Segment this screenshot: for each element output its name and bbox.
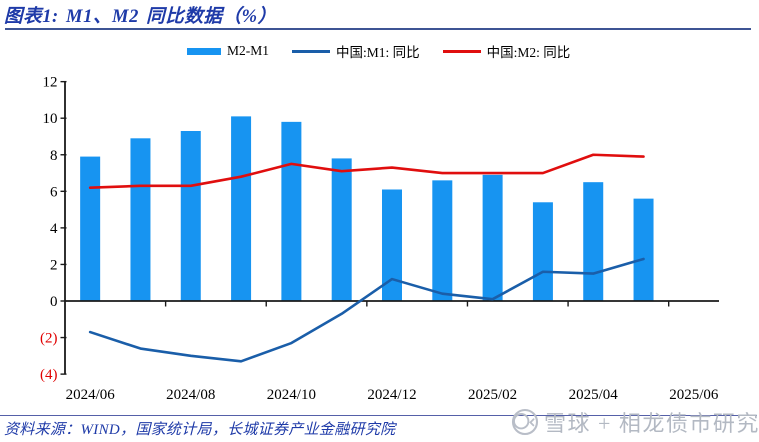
y-tick-label: 4: [50, 221, 58, 237]
x-tick-label: 2024/12: [367, 387, 416, 403]
y-tick-label: (2): [40, 331, 58, 347]
legend-line-swatch: [442, 49, 481, 53]
y-tick-label: 12: [43, 75, 58, 91]
legend-bar-swatch: [187, 47, 221, 55]
xueqiu-logo-icon: [511, 408, 539, 436]
legend-item-label: M2-M1: [227, 43, 270, 58]
bar-M2-M1-2025/01: [432, 180, 453, 301]
bar-M2-M1-2024/12: [382, 189, 402, 301]
y-tick-label: 0: [50, 294, 58, 310]
legend-item[interactable]: 中国:M1: 同比: [292, 41, 420, 61]
y-tick-label: 2: [50, 257, 58, 273]
bar-M2-M1-2025/04: [583, 182, 604, 301]
legend-line-swatch: [292, 49, 331, 53]
legend-item-label: 中国:M1: 同比: [336, 45, 420, 60]
bar-M2-M1-2024/11: [331, 158, 352, 301]
bar-M2-M1-2025/05: [633, 198, 654, 301]
bar-M2-M1-2024/08: [180, 130, 201, 301]
legend-item[interactable]: 中国:M2: 同比: [442, 41, 571, 61]
bar-M2-M1-2024/09: [231, 116, 252, 301]
x-tick-label: 2025/02: [468, 387, 517, 403]
watermark-text: 雪球 + 相龙债市研究: [544, 411, 759, 436]
bar-M2-M1-2024/07: [130, 138, 151, 301]
x-tick-label: 2025/04: [569, 387, 619, 403]
footer-rule: [0, 415, 757, 416]
legend: M2-M1 中国:M1: 同比 中国:M2: 同比: [187, 41, 571, 61]
x-tick-label: 2024/06: [66, 387, 116, 403]
line-中国:M2: 同比: [88, 153, 645, 189]
title-rule: [5, 28, 751, 30]
bar-M2-M1-2025/03: [532, 202, 553, 301]
legend-item[interactable]: M2-M1: [187, 43, 269, 59]
y-tick-label: 8: [50, 148, 58, 164]
x-tick-label: 2024/10: [267, 387, 316, 403]
source-note: 资料来源：WIND，国家统计局，长城证券产业金融研究院: [4, 422, 396, 438]
y-tick-label: 6: [50, 184, 58, 200]
legend-item-label: 中国:M2: 同比: [486, 45, 571, 60]
y-tick-label: (4): [40, 367, 58, 383]
bar-M2-M1-2025/02: [482, 174, 503, 301]
x-tick-label: 2025/06: [669, 387, 719, 403]
x-tick-label: 2024/08: [166, 387, 215, 403]
bar-M2-M1-2024/06: [80, 156, 101, 301]
y-tick-label: 10: [43, 111, 58, 127]
line-中国:M1: 同比: [88, 257, 645, 363]
bar-M2-M1-2024/10: [281, 121, 302, 301]
watermark: 雪球 + 相龙债市研究: [511, 406, 759, 438]
chart-title: 图表1: M1、M2 同比数据（%）: [4, 7, 277, 27]
